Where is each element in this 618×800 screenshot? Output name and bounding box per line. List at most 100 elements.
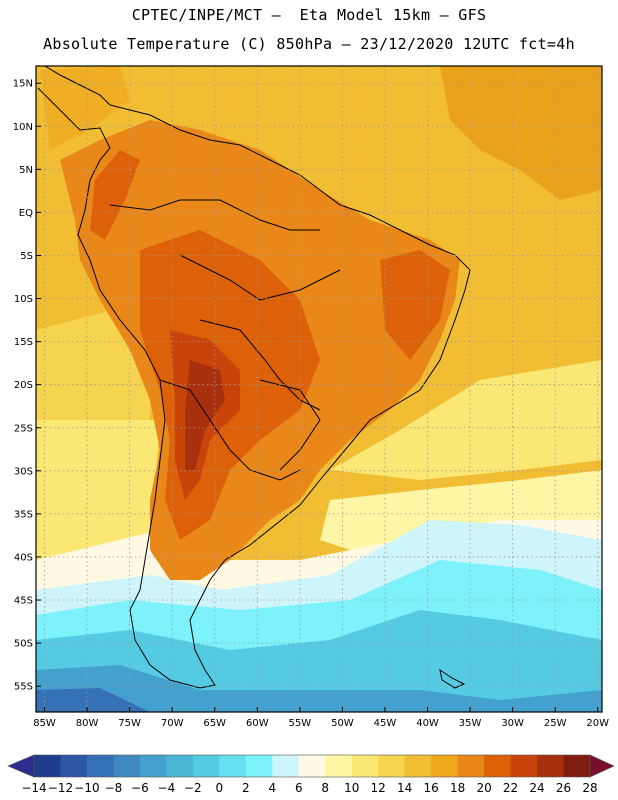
- colorbar-swatch: [166, 755, 194, 777]
- colorbar-swatch: [457, 755, 485, 777]
- lon-tick-label: 30W: [501, 718, 524, 729]
- colorbar-label: −14: [21, 781, 46, 795]
- colorbar-label: 22: [503, 781, 518, 795]
- lat-tick-label: 40S: [14, 552, 33, 563]
- lat-tick-label: 30S: [14, 466, 33, 477]
- colorbar-label: 28: [582, 781, 597, 795]
- lat-tick-label: 5N: [19, 165, 33, 176]
- colorbar-outline: [33, 754, 591, 778]
- central-america-coast: [44, 66, 111, 106]
- colorbar-swatch: [60, 755, 88, 777]
- field-dark-blue: [36, 688, 150, 712]
- lon-tick-label: 40W: [416, 718, 439, 729]
- field-north-pacific: [40, 66, 130, 150]
- colorbar-label: 16: [424, 781, 439, 795]
- colorbar-label: 8: [321, 781, 329, 795]
- colorbar-label: 10: [344, 781, 359, 795]
- south-america-coast: [37, 87, 471, 689]
- colorbar-label: −6: [131, 781, 149, 795]
- chart-title-line-2: Absolute Temperature (C) 850hPa – 23/12/…: [43, 35, 575, 53]
- colorbar-swatch: [431, 755, 459, 777]
- colorbar-label: −10: [74, 781, 99, 795]
- colorbar-swatch: [245, 755, 273, 777]
- colorbar-swatch: [484, 755, 511, 777]
- plot-frame: [35, 65, 603, 713]
- lon-tick-label: 55W: [289, 718, 312, 729]
- lat-tick-label: 25S: [14, 423, 33, 434]
- border-north: [109, 199, 320, 231]
- colorbar-labels: −14 −12 −10 −8 −6 −4 −2 0 2 4 6 8 10 12 14 16 18 20 22 24 26…: [21, 781, 597, 795]
- colorbar-swatch: [404, 755, 432, 777]
- border-argentina: [159, 379, 301, 481]
- lat-tick-label: 20S: [14, 380, 33, 391]
- colorbar-swatch: [219, 755, 247, 777]
- lon-tick-label: 50W: [331, 718, 354, 729]
- colorbar-label: 20: [476, 781, 491, 795]
- lon-tick-label: 80W: [76, 718, 99, 729]
- longitude-labels: 85W 80W 75W 70W 65W 60W 55W 50W 45W 40W 35W 30W 25W 2…: [33, 718, 609, 729]
- field-andes-north: [90, 150, 140, 240]
- colorbar-label: 6: [295, 781, 303, 795]
- field-brazil-northeast: [380, 250, 450, 360]
- lat-tick-label: EQ: [19, 208, 33, 219]
- colorbar-swatch: [34, 755, 61, 777]
- field-north-atlantic: [440, 66, 602, 200]
- chart-title-line-1: CPTEC/INPE/MCT – Eta Model 15km – GFS: [131, 6, 487, 24]
- lat-tick-label: 15S: [14, 337, 33, 348]
- colorbar: [7, 754, 615, 778]
- lat-tick-label: 15N: [13, 79, 33, 90]
- colorbar-swatch: [510, 755, 538, 777]
- colorbar-label: 18: [450, 781, 465, 795]
- colorbar-swatch: [563, 755, 591, 777]
- lat-tick-label: 10S: [14, 294, 33, 305]
- colorbar-swatch: [378, 755, 406, 777]
- lon-tick-label: 65W: [203, 718, 226, 729]
- colorbar-label: 24: [529, 781, 544, 795]
- colorbar-swatch: [192, 755, 220, 777]
- colorbar-swatch: [113, 755, 141, 777]
- colorbar-label: 0: [216, 781, 224, 795]
- colorbar-label: −2: [184, 781, 202, 795]
- colorbar-over-triangle: [589, 754, 615, 778]
- lat-tick-label: 35S: [14, 509, 33, 520]
- lon-tick-label: 35W: [459, 718, 482, 729]
- lat-tick-label: 45S: [14, 596, 33, 607]
- colorbar-swatch: [86, 755, 114, 777]
- lon-tick-label: 20W: [586, 718, 609, 729]
- colorbar-under-triangle: [7, 754, 35, 778]
- lat-tick-label: 5S: [20, 251, 33, 262]
- colorbar-label: 2: [242, 781, 250, 795]
- lat-tick-label: 55S: [14, 682, 33, 693]
- colorbar-swatch: [298, 755, 326, 777]
- colorbar-label: 26: [556, 781, 571, 795]
- border-amazon: [179, 254, 341, 301]
- colorbar-label: −4: [158, 781, 176, 795]
- colorbar-swatch: [139, 755, 167, 777]
- border-paraguay: [259, 379, 321, 471]
- colorbar-label: 14: [397, 781, 412, 795]
- colorbar-label: −8: [105, 781, 123, 795]
- temperature-field: [36, 66, 602, 712]
- lat-tick-label: 10N: [13, 122, 33, 133]
- colorbar-swatch: [325, 755, 353, 777]
- colorbar-label: −12: [48, 781, 73, 795]
- lon-tick-label: 25W: [544, 718, 567, 729]
- lon-tick-label: 75W: [118, 718, 141, 729]
- border-bolivia-brazil: [199, 319, 321, 411]
- coastlines: [37, 66, 471, 689]
- graticule: [36, 66, 602, 712]
- colorbar-label: 4: [268, 781, 276, 795]
- field-atlantic-yellow: [330, 360, 602, 480]
- field-blue: [36, 665, 602, 712]
- lon-tick-label: 70W: [161, 718, 184, 729]
- colorbar-swatch: [537, 755, 564, 777]
- lon-tick-label: 60W: [246, 718, 269, 729]
- lat-tick-label: 50S: [14, 639, 33, 650]
- lon-tick-label: 45W: [374, 718, 397, 729]
- colorbar-label: 12: [371, 781, 386, 795]
- colorbar-swatch: [272, 755, 300, 777]
- lon-tick-label: 85W: [33, 718, 56, 729]
- latitude-labels: 15N 10N 5N EQ 5S 10S 15S 20S 25S 30S 35S 40S 45S 50S 5…: [13, 79, 33, 693]
- field-hotspot: [185, 360, 225, 470]
